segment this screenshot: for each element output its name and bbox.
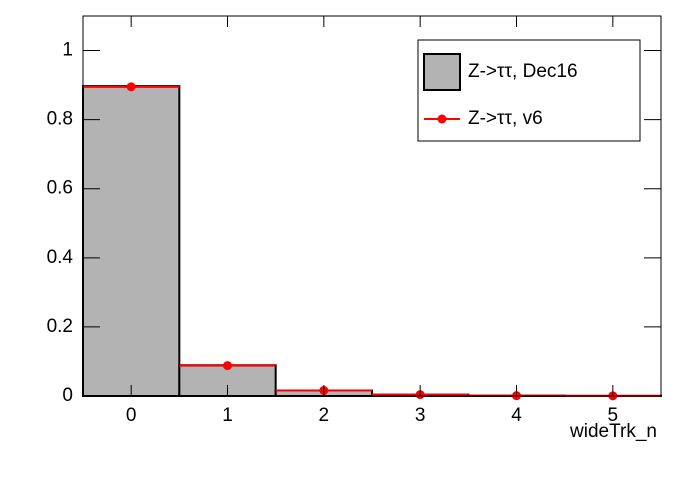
x-tick-label: 5 [608, 405, 619, 426]
x-tick-label: 3 [415, 405, 426, 426]
legend-label: Z->ττ, v6 [468, 108, 543, 129]
legend-label: Z->ττ, Dec16 [468, 61, 578, 82]
x-tick-label: 0 [126, 405, 137, 426]
marker [127, 82, 136, 91]
y-tick-label: 0 [62, 385, 73, 406]
y-tick-label: 1 [62, 40, 73, 61]
marker [223, 361, 232, 370]
x-tick-label: 1 [222, 405, 233, 426]
histogram-bar [83, 86, 179, 396]
y-tick-label: 0.4 [47, 247, 74, 268]
legend-swatch [424, 54, 460, 90]
y-tick-label: 0.2 [47, 316, 73, 337]
y-tick-label: 0.8 [47, 109, 73, 130]
x-tick-label: 2 [319, 405, 330, 426]
y-tick-label: 0.6 [47, 178, 73, 199]
legend-marker [438, 115, 447, 124]
x-tick-label: 4 [511, 405, 522, 426]
